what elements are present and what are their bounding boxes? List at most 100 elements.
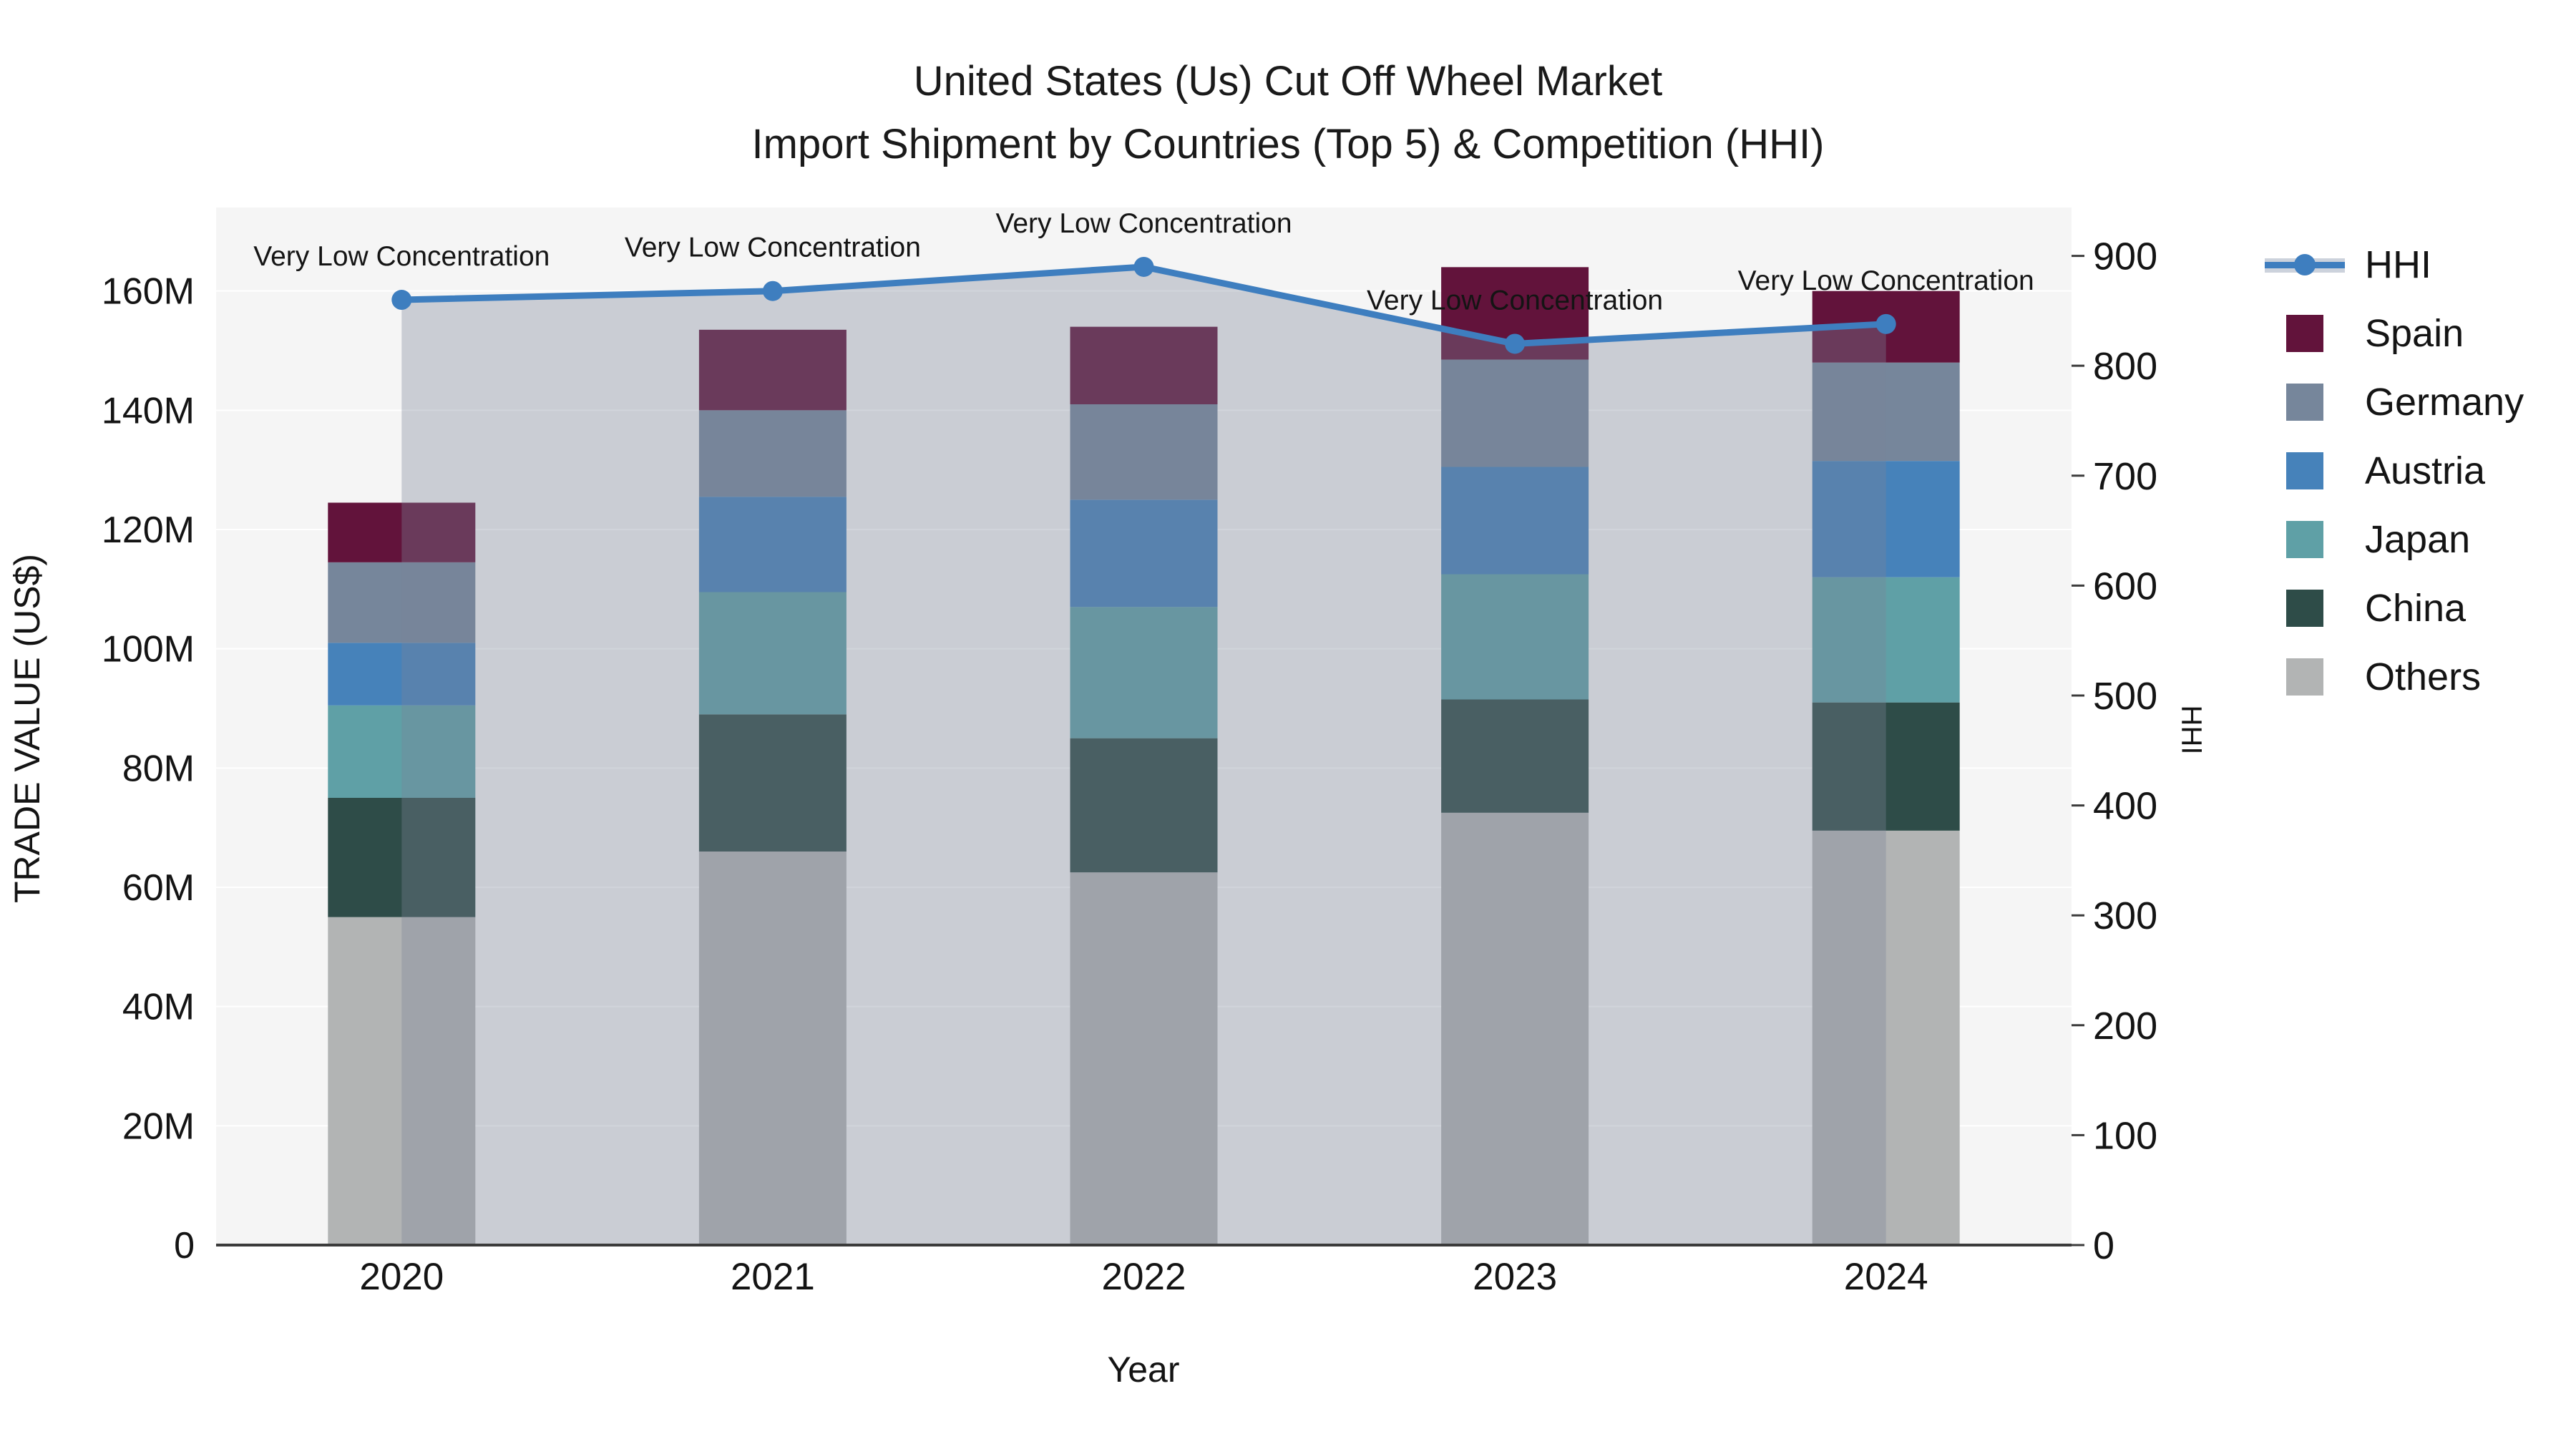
bar-segment-2020-germany[interactable]	[328, 562, 476, 643]
bar-segment-2022-japan[interactable]	[1070, 607, 1218, 738]
hhi-annotation-2024: Very Low Concentration	[1738, 265, 2034, 296]
y-left-tick-label: 60M	[122, 867, 195, 909]
hhi-annotation-2020: Very Low Concentration	[253, 241, 550, 272]
legend-swatch-japan	[2286, 521, 2323, 558]
legend-label: Japan	[2365, 518, 2471, 561]
y-axis-right-title: HHI	[2175, 705, 2207, 755]
legend-swatch-spain	[2286, 315, 2323, 352]
x-tick-label-2024: 2024	[1844, 1256, 1928, 1298]
bar-segment-2020-spain[interactable]	[328, 502, 476, 562]
y-right-tick-label: 0	[2093, 1224, 2114, 1267]
hhi-marker-2023[interactable]	[1505, 333, 1526, 354]
bar-segment-2022-spain[interactable]	[1070, 326, 1218, 404]
y-right-tick-label: 100	[2093, 1114, 2157, 1157]
y-left-tick-label: 160M	[102, 271, 195, 313]
bar-segment-2024-germany[interactable]	[1812, 362, 1960, 462]
y-left-tick-label: 80M	[122, 748, 195, 789]
x-axis-title: Year	[1107, 1350, 1180, 1390]
y-right-tick-label: 200	[2093, 1005, 2157, 1048]
legend-label: Others	[2365, 655, 2482, 698]
hhi-annotation-2022: Very Low Concentration	[995, 208, 1292, 239]
bar-segment-2023-japan[interactable]	[1441, 574, 1589, 700]
bar-segment-2023-china[interactable]	[1441, 699, 1589, 813]
y-left-tick-label: 20M	[122, 1106, 195, 1147]
chart-title: United States (Us) Cut Off Wheel Market …	[0, 50, 2576, 176]
x-tick-label-2021: 2021	[731, 1256, 815, 1298]
hhi-dot-glyph	[2294, 254, 2316, 275]
legend-icon-col	[2265, 452, 2345, 489]
y-left-tick-label: 120M	[102, 509, 195, 551]
bar-segment-2024-others[interactable]	[1812, 830, 1960, 1245]
chart-title-line2: Import Shipment by Countries (Top 5) & C…	[751, 121, 1825, 167]
legend-item-japan[interactable]: Japan	[2265, 517, 2524, 562]
bar-segment-2024-japan[interactable]	[1812, 577, 1960, 703]
bar-segment-2023-austria[interactable]	[1441, 467, 1589, 575]
bar-segment-2022-austria[interactable]	[1070, 499, 1218, 608]
hhi-marker-2020[interactable]	[391, 290, 412, 311]
legend-swatch-austria	[2286, 452, 2323, 489]
y-left-tick-label: 0	[174, 1225, 195, 1267]
legend-icon-col	[2265, 521, 2345, 558]
bar-segment-2024-austria[interactable]	[1812, 461, 1960, 577]
hhi-line-marker-icon	[2265, 246, 2345, 283]
hhi-marker-2022[interactable]	[1133, 256, 1154, 277]
legend: HHI Spain Germany Austria Japan China Others	[2265, 242, 2524, 700]
bar-segment-2022-germany[interactable]	[1070, 404, 1218, 500]
legend-item-others[interactable]: Others	[2265, 654, 2524, 700]
y-right-tick-label: 900	[2093, 235, 2157, 278]
hhi-annotation-2023: Very Low Concentration	[1367, 285, 1663, 316]
legend-label: Germany	[2365, 381, 2524, 424]
x-tick-label-2020: 2020	[359, 1256, 444, 1298]
y-axis-left-title: TRADE VALUE (US$)	[7, 553, 47, 904]
legend-label: Austria	[2365, 449, 2486, 492]
legend-item-hhi[interactable]: HHI	[2265, 242, 2524, 288]
chart-title-line1: United States (Us) Cut Off Wheel Market	[913, 58, 1663, 104]
bar-segment-2020-others[interactable]	[328, 917, 476, 1245]
y-right-tick-label: 700	[2093, 455, 2157, 498]
y-right-tick-label: 400	[2093, 785, 2157, 828]
bar-segment-2022-others[interactable]	[1070, 872, 1218, 1245]
bar-segment-2023-others[interactable]	[1441, 812, 1589, 1245]
bar-segment-2021-china[interactable]	[698, 714, 847, 852]
hhi-legend-icon	[2265, 246, 2345, 283]
legend-icon-col	[2265, 315, 2345, 352]
legend-swatch-others	[2286, 658, 2323, 696]
legend-swatch-germany	[2286, 384, 2323, 421]
bar-segment-2021-germany[interactable]	[698, 410, 847, 497]
legend-icon-col	[2265, 384, 2345, 421]
legend-swatch-china	[2286, 590, 2323, 627]
bar-segment-2023-germany[interactable]	[1441, 359, 1589, 467]
bar-segment-2021-japan[interactable]	[698, 592, 847, 715]
hhi-marker-2021[interactable]	[762, 280, 783, 301]
bar-segment-2020-austria[interactable]	[328, 643, 476, 706]
legend-icon-col	[2265, 658, 2345, 696]
legend-label: HHI	[2365, 243, 2431, 286]
bar-segment-2024-china[interactable]	[1812, 702, 1960, 831]
legend-label: Spain	[2365, 312, 2464, 355]
y-right-tick-label: 300	[2093, 894, 2157, 937]
hhi-area-fill	[401, 266, 1886, 1245]
bar-segment-2021-austria[interactable]	[698, 497, 847, 592]
x-tick-label-2022: 2022	[1102, 1256, 1186, 1298]
x-tick-label-2023: 2023	[1473, 1256, 1557, 1298]
legend-label: China	[2365, 587, 2467, 630]
legend-icon-col	[2265, 590, 2345, 627]
y-left-tick-label: 100M	[102, 629, 195, 670]
y-right-tick-label: 800	[2093, 345, 2157, 388]
legend-item-china[interactable]: China	[2265, 585, 2524, 631]
legend-item-germany[interactable]: Germany	[2265, 379, 2524, 425]
y-left-tick-label: 40M	[122, 987, 195, 1028]
y-right-tick-label: 500	[2093, 675, 2157, 718]
bar-segment-2021-others[interactable]	[698, 852, 847, 1245]
legend-item-spain[interactable]: Spain	[2265, 311, 2524, 356]
hhi-annotation-2021: Very Low Concentration	[625, 233, 921, 263]
legend-item-austria[interactable]: Austria	[2265, 448, 2524, 494]
bar-segment-2020-japan[interactable]	[328, 705, 476, 798]
bar-segment-2020-china[interactable]	[328, 798, 476, 917]
bar-segment-2022-china[interactable]	[1070, 738, 1218, 873]
bar-segment-2021-spain[interactable]	[698, 329, 847, 411]
y-left-tick-label: 140M	[102, 390, 195, 431]
y-right-tick-label: 600	[2093, 565, 2157, 608]
hhi-marker-2024[interactable]	[1875, 313, 1896, 334]
